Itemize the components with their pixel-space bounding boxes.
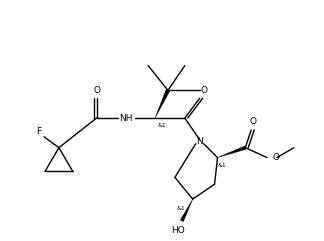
Text: O: O (200, 86, 207, 95)
Text: O: O (272, 153, 279, 162)
Text: HO: HO (171, 226, 185, 235)
Polygon shape (217, 146, 246, 158)
Text: N: N (196, 137, 203, 146)
Text: &1: &1 (218, 163, 227, 168)
Polygon shape (180, 199, 193, 222)
Text: &1: &1 (157, 123, 167, 128)
Polygon shape (155, 89, 170, 118)
Text: NH: NH (120, 114, 133, 122)
Text: O: O (250, 117, 257, 127)
Text: O: O (93, 86, 100, 95)
Text: F: F (37, 127, 41, 136)
Text: &1: &1 (177, 207, 185, 211)
